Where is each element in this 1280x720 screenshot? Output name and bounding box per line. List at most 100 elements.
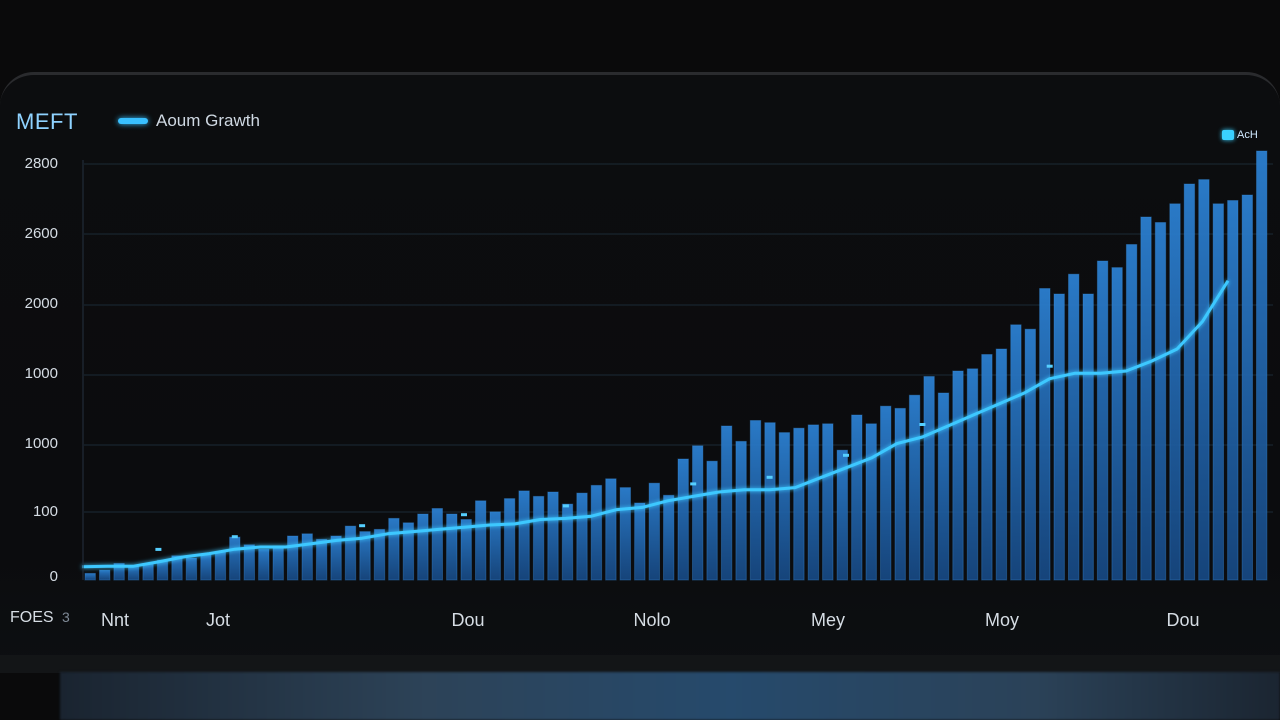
- bar: [388, 517, 400, 581]
- bar: [1140, 216, 1152, 581]
- x-tick-label: Nnt: [100, 610, 130, 630]
- bar: [793, 427, 805, 581]
- bar: [851, 414, 863, 581]
- bar: [1183, 183, 1196, 581]
- x-tick-label: Nolo: [633, 610, 671, 630]
- bar: [185, 557, 198, 581]
- bar: [127, 565, 140, 581]
- bar: [778, 432, 791, 581]
- line-marker: [562, 504, 569, 508]
- bar: [1212, 203, 1224, 581]
- bar: [214, 550, 227, 581]
- x-tick-label: Mey: [810, 610, 846, 630]
- bar: [1053, 293, 1065, 581]
- bar: [99, 569, 111, 581]
- bar: [547, 491, 559, 581]
- bar: [764, 422, 776, 581]
- line-marker: [359, 524, 366, 528]
- bar: [590, 484, 603, 581]
- bar: [489, 511, 501, 581]
- x-tick-label: Jot: [205, 610, 231, 630]
- bar: [937, 392, 950, 581]
- legend-label: Aoum Grawth: [156, 111, 260, 130]
- bar: [1010, 324, 1022, 581]
- growth-line: [81, 280, 1230, 569]
- bar: [619, 487, 631, 581]
- bar: [908, 394, 921, 581]
- bar: [1227, 200, 1239, 581]
- bar: [417, 513, 429, 581]
- bar: [272, 545, 284, 581]
- bar: [677, 458, 689, 581]
- bar: [720, 425, 733, 581]
- bar: [865, 423, 877, 581]
- bar: [1039, 288, 1051, 581]
- bar: [966, 368, 979, 581]
- y-tick-label: 2800: [24, 155, 58, 172]
- bar: [315, 538, 328, 581]
- line-marker: [155, 547, 162, 551]
- line-marker: [919, 423, 926, 426]
- bar: [1198, 179, 1210, 581]
- bar: [1068, 273, 1080, 581]
- bar-series: [84, 150, 1268, 581]
- frame-bottom-strip: [0, 655, 1280, 673]
- bar: [894, 407, 906, 581]
- bar: [561, 503, 574, 581]
- bar: [503, 498, 516, 581]
- y-tick-label: 2600: [24, 225, 58, 242]
- bar: [952, 370, 964, 581]
- legend-swatch: [118, 118, 148, 124]
- line-marker: [231, 535, 238, 539]
- bar: [1241, 194, 1253, 581]
- x-axis-title: FOES: [10, 609, 54, 626]
- tag-label: AcH: [1237, 129, 1258, 141]
- bar: [532, 495, 545, 581]
- bar: [1096, 260, 1109, 581]
- bar: [258, 548, 270, 581]
- x-tick-label: Moy: [984, 610, 1020, 630]
- line-marker: [690, 482, 697, 486]
- bar: [1169, 203, 1181, 581]
- bar: [880, 405, 892, 581]
- x-axis-suffix: 3: [62, 609, 70, 625]
- bar: [1024, 328, 1036, 581]
- line-marker: [843, 453, 849, 457]
- bar: [1154, 222, 1167, 581]
- bar: [692, 445, 704, 581]
- x-tick-label: Dou: [1166, 610, 1200, 630]
- bar: [981, 354, 993, 581]
- legend: Aoum Grawth: [118, 111, 260, 131]
- bar: [822, 423, 834, 581]
- bar: [431, 508, 444, 581]
- bar: [923, 376, 935, 581]
- bar: [344, 525, 357, 581]
- bar: [995, 348, 1008, 581]
- bar: [287, 535, 299, 581]
- line-end-tag: AcH: [1222, 129, 1258, 141]
- y-tick-label: 1000: [24, 365, 58, 382]
- bar: [518, 490, 530, 581]
- line-marker: [461, 513, 467, 517]
- bar: [576, 492, 588, 581]
- bar: [243, 544, 256, 581]
- bar: [330, 535, 342, 581]
- y-tick-label: 2000: [24, 295, 58, 312]
- line-marker: [766, 475, 773, 479]
- bar: [229, 536, 241, 581]
- y-tick-label: 1000: [24, 435, 58, 452]
- x-tick-label: Dou: [451, 610, 485, 630]
- bar: [142, 563, 154, 581]
- bar: [735, 440, 747, 581]
- chart-title: MEFT: [16, 109, 78, 134]
- bar: [663, 494, 675, 581]
- bar: [634, 502, 646, 581]
- y-tick-label: 0: [49, 568, 58, 585]
- line-marker: [1046, 364, 1053, 368]
- bar: [446, 513, 458, 581]
- y-tick-label: 100: [32, 503, 58, 520]
- bar: [1125, 244, 1138, 581]
- bar: [1082, 293, 1094, 581]
- bar: [301, 533, 313, 581]
